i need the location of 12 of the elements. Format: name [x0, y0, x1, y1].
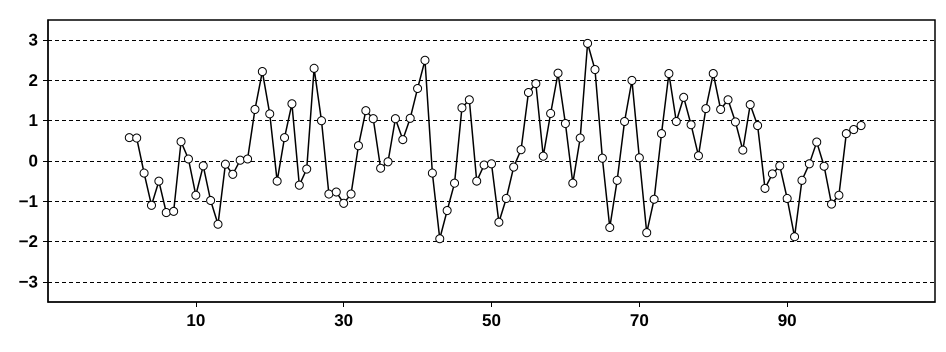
x-tick-label: 10: [186, 311, 206, 330]
y-tick-label: −1: [18, 192, 38, 211]
x-tick-label: 90: [778, 311, 797, 330]
y-tick-label: 0: [28, 152, 38, 170]
y-tick-label: −2: [18, 232, 38, 252]
y-tick-label: 3: [28, 30, 38, 50]
x-tick-label: 50: [482, 311, 501, 330]
y-tick-label: −3: [18, 272, 38, 292]
y-tick-label: 2: [28, 70, 38, 90]
x-tick-label: 30: [334, 311, 354, 330]
y-tick-label: 1: [28, 111, 38, 130]
x-tick-label: 70: [630, 311, 649, 330]
